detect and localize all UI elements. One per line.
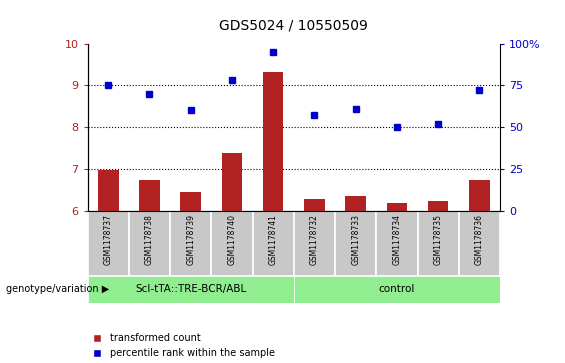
FancyBboxPatch shape <box>376 211 418 276</box>
Text: GSM1178739: GSM1178739 <box>186 214 195 265</box>
FancyBboxPatch shape <box>294 211 335 276</box>
Text: GSM1178734: GSM1178734 <box>393 214 401 265</box>
FancyBboxPatch shape <box>88 211 129 276</box>
Bar <box>386 203 407 211</box>
Bar <box>304 199 325 211</box>
Bar <box>180 192 201 211</box>
Text: Scl-tTA::TRE-BCR/ABL: Scl-tTA::TRE-BCR/ABL <box>135 285 246 294</box>
FancyBboxPatch shape <box>211 211 253 276</box>
Text: genotype/variation ▶: genotype/variation ▶ <box>6 285 109 294</box>
Text: GSM1178737: GSM1178737 <box>104 214 112 265</box>
Bar <box>345 196 366 211</box>
Bar <box>263 72 284 211</box>
Text: GSM1178736: GSM1178736 <box>475 214 484 265</box>
Bar <box>221 153 242 211</box>
FancyBboxPatch shape <box>294 276 500 303</box>
FancyBboxPatch shape <box>170 211 211 276</box>
FancyBboxPatch shape <box>253 211 294 276</box>
FancyBboxPatch shape <box>459 211 500 276</box>
Bar <box>428 201 449 211</box>
Legend: transformed count, percentile rank within the sample: transformed count, percentile rank withi… <box>93 333 275 358</box>
Text: GSM1178735: GSM1178735 <box>434 214 442 265</box>
Text: GSM1178733: GSM1178733 <box>351 214 360 265</box>
Text: GSM1178741: GSM1178741 <box>269 214 277 265</box>
Text: GDS5024 / 10550509: GDS5024 / 10550509 <box>219 18 368 32</box>
Text: GSM1178740: GSM1178740 <box>228 214 236 265</box>
FancyBboxPatch shape <box>88 276 294 303</box>
Bar <box>469 180 490 211</box>
FancyBboxPatch shape <box>129 211 170 276</box>
Text: control: control <box>379 285 415 294</box>
Bar <box>139 180 160 211</box>
FancyBboxPatch shape <box>335 211 376 276</box>
Text: GSM1178738: GSM1178738 <box>145 214 154 265</box>
Bar <box>98 170 119 211</box>
FancyBboxPatch shape <box>418 211 459 276</box>
Text: GSM1178732: GSM1178732 <box>310 214 319 265</box>
